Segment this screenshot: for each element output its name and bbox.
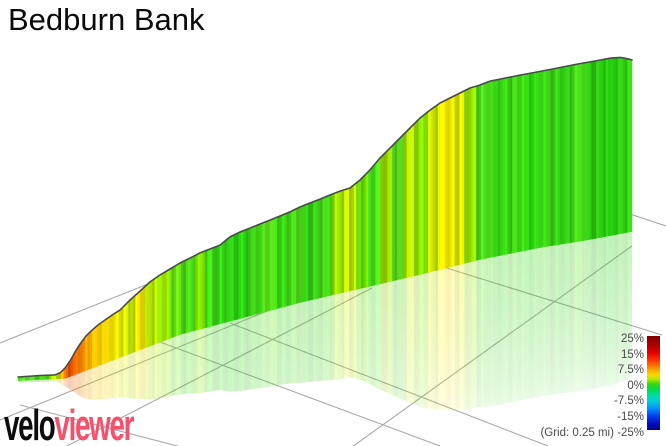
legend-tick-0: 0% (627, 380, 644, 392)
legend-tick-15: 15% (620, 349, 644, 361)
logo-velo-text: velo (4, 401, 56, 446)
page-title: Bedburn Bank (8, 2, 205, 37)
legend-tick-25: 25% (620, 333, 644, 345)
legend-tick-7-5: 7.5% (617, 364, 644, 376)
ground-grid (0, 211, 666, 446)
route-ground-shadow (18, 231, 632, 411)
logo-viewer-text: viewer (54, 401, 134, 446)
veloviewer-logo[interactable]: veloviewer (4, 401, 134, 446)
grid-spacing-caption: (Grid: 0.25 mi) (540, 427, 614, 439)
legend-tick-neg-7-5: -7.5% (613, 395, 644, 407)
elevation-wall (17, 57, 633, 381)
legend-tick-neg-25: -25% (617, 427, 644, 439)
legend-tick-neg-15: -15% (617, 411, 644, 423)
grid-caption-row: (Grid: 0.25 mi) -25% (540, 427, 644, 439)
gradient-colorbar (647, 336, 660, 430)
profile-outline (17, 56, 633, 378)
